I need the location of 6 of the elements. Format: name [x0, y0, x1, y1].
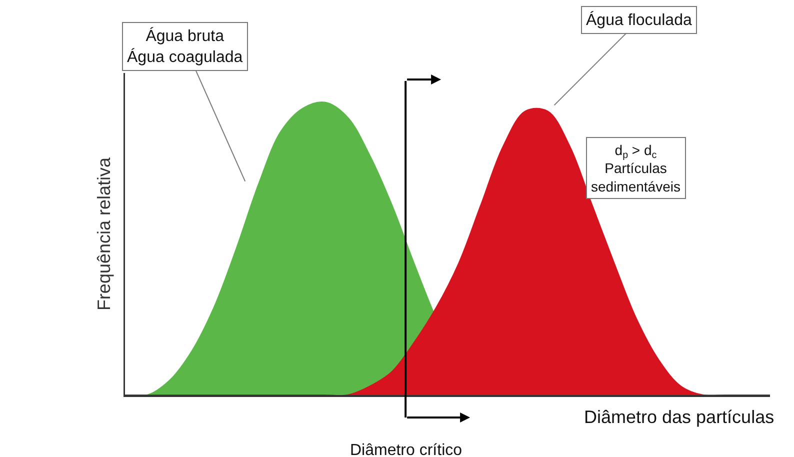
x-axis-title: Diâmetro das partículas [584, 407, 774, 427]
text: Água bruta Água coagulada [127, 27, 243, 66]
y-axis-title: Frequência relativa [94, 156, 114, 311]
text: Diâmetro crítico [350, 442, 462, 457]
annotation: d$_{p}$ > d$_{c}$ Partículas sedimentáveis [591, 142, 680, 194]
text: Água floculada [586, 11, 692, 29]
